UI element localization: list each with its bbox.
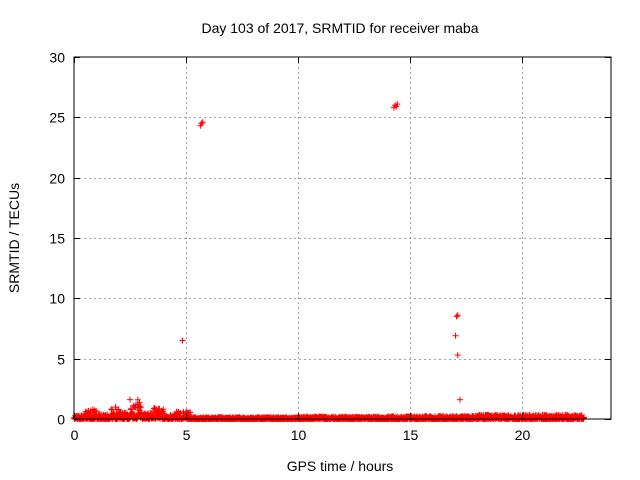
data-point [127,396,134,403]
data-point [187,409,194,416]
grid [74,57,611,419]
data-points [71,101,588,422]
data-point [160,406,167,413]
chart-title: Day 103 of 2017, SRMTID for receiver mab… [201,20,478,36]
data-point [137,404,144,411]
data-point [108,406,115,413]
data-point [136,399,143,406]
data-point [128,405,135,412]
